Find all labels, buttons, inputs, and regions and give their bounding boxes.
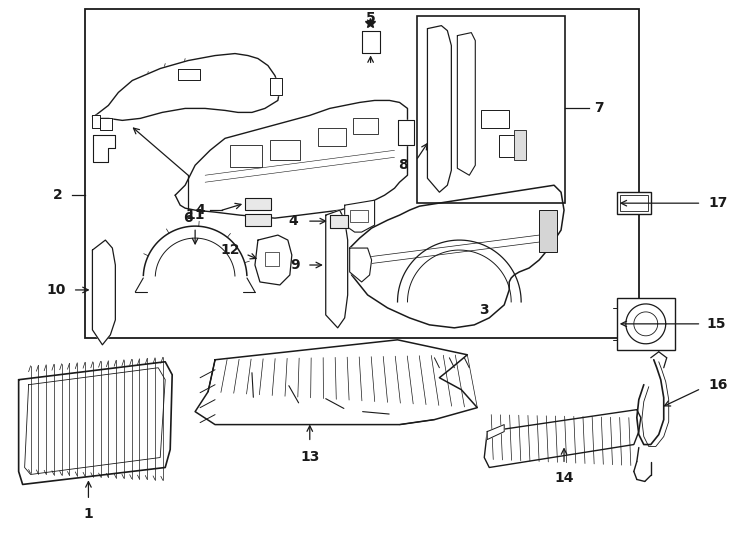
Polygon shape	[349, 248, 371, 282]
Bar	[482, 110, 509, 129]
Text: 4: 4	[288, 214, 298, 228]
Text: 12: 12	[220, 243, 240, 257]
Polygon shape	[427, 25, 451, 192]
Polygon shape	[175, 100, 407, 218]
Polygon shape	[93, 136, 115, 163]
Bar	[85, 9, 639, 338]
Bar	[230, 145, 262, 167]
Polygon shape	[398, 120, 415, 145]
Bar	[499, 136, 517, 157]
Polygon shape	[92, 53, 280, 120]
Polygon shape	[457, 32, 476, 176]
Text: 7: 7	[594, 102, 603, 116]
Polygon shape	[345, 200, 374, 232]
Bar	[318, 129, 346, 146]
Polygon shape	[92, 240, 115, 345]
Polygon shape	[484, 410, 641, 468]
Polygon shape	[255, 235, 292, 285]
Bar	[620, 195, 648, 211]
Polygon shape	[270, 78, 282, 96]
Bar	[245, 198, 271, 210]
Polygon shape	[101, 118, 112, 130]
Bar	[349, 210, 368, 222]
Text: 16: 16	[708, 377, 728, 392]
Bar	[270, 140, 299, 160]
Text: 8: 8	[398, 158, 407, 172]
Text: 9: 9	[290, 258, 299, 272]
Polygon shape	[349, 185, 564, 328]
Bar	[515, 130, 526, 160]
Polygon shape	[178, 69, 200, 80]
Text: 3: 3	[479, 303, 489, 317]
Text: 17: 17	[708, 196, 728, 210]
Text: 14: 14	[554, 471, 574, 485]
Polygon shape	[330, 215, 348, 228]
Polygon shape	[92, 116, 101, 129]
Text: 1: 1	[84, 508, 93, 522]
Polygon shape	[195, 340, 477, 424]
Polygon shape	[18, 362, 172, 484]
Text: 10: 10	[46, 283, 65, 297]
Bar	[617, 192, 651, 214]
Text: 13: 13	[300, 449, 319, 463]
Bar	[245, 214, 271, 226]
Bar	[265, 252, 279, 266]
Text: 6: 6	[184, 211, 193, 225]
Text: 2: 2	[53, 188, 62, 202]
Text: 4: 4	[195, 203, 205, 217]
Text: 11: 11	[186, 208, 205, 222]
Bar	[539, 210, 557, 252]
Polygon shape	[326, 210, 348, 328]
Polygon shape	[362, 31, 379, 52]
Bar	[418, 16, 565, 203]
Text: 15: 15	[707, 317, 726, 331]
Bar	[352, 118, 377, 134]
Text: 5: 5	[366, 11, 376, 25]
Polygon shape	[487, 424, 504, 440]
Bar	[617, 298, 675, 350]
